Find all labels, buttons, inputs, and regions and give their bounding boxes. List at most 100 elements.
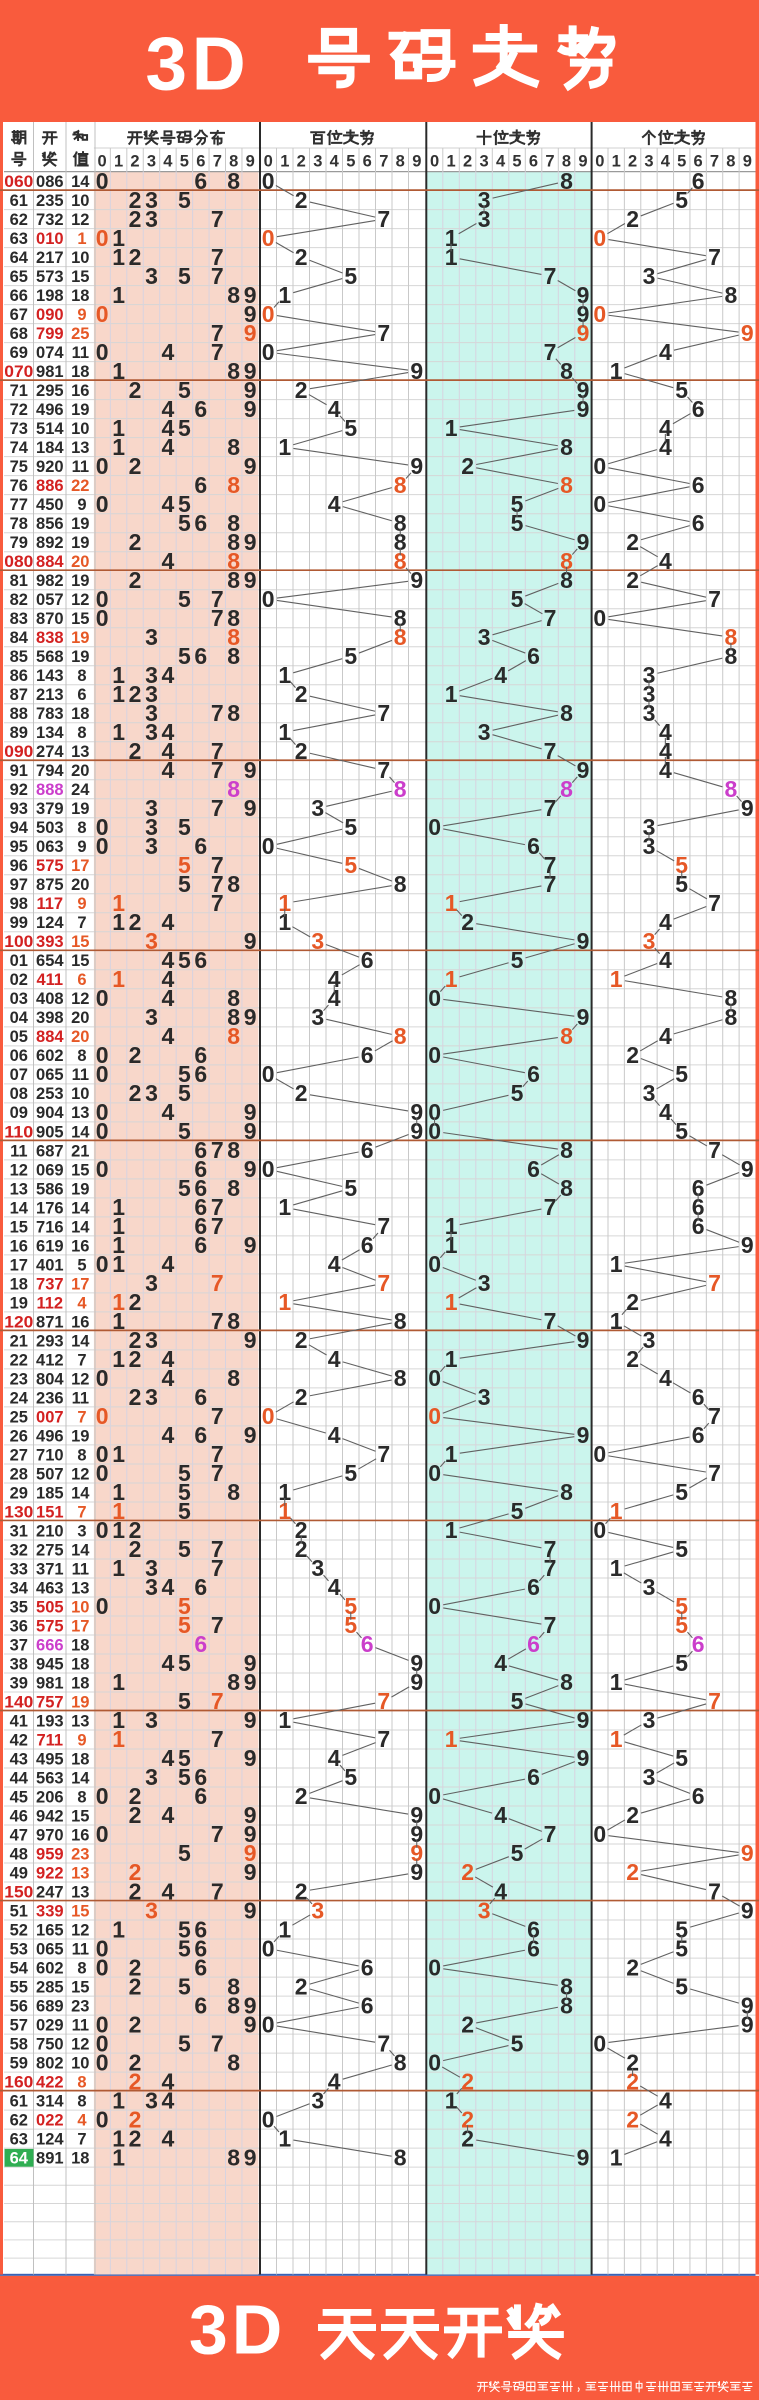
svg-text:217: 217 (36, 249, 64, 267)
svg-text:5: 5 (675, 1118, 688, 1144)
svg-text:19: 19 (71, 800, 89, 818)
svg-text:575: 575 (36, 1617, 64, 1635)
svg-text:03: 03 (10, 990, 28, 1008)
svg-text:6: 6 (77, 971, 86, 989)
svg-text:1: 1 (445, 681, 458, 707)
svg-text:3: 3 (643, 662, 656, 688)
svg-text:2: 2 (626, 1954, 639, 1980)
svg-text:0: 0 (428, 1403, 441, 1429)
svg-text:922: 922 (36, 1864, 64, 1882)
svg-text:11: 11 (10, 1142, 27, 1160)
svg-text:2: 2 (295, 738, 308, 764)
svg-text:5: 5 (178, 1061, 191, 1087)
svg-text:2: 2 (295, 1327, 308, 1353)
svg-text:503: 503 (36, 819, 64, 837)
svg-text:1: 1 (445, 1441, 458, 1467)
svg-text:5: 5 (675, 1593, 688, 1619)
svg-text:4: 4 (162, 1099, 175, 1125)
svg-text:5: 5 (344, 1593, 357, 1619)
svg-text:0: 0 (96, 1251, 109, 1277)
svg-text:2: 2 (129, 1384, 142, 1410)
svg-text:393: 393 (36, 933, 64, 951)
svg-text:27: 27 (10, 1446, 28, 1464)
svg-text:080: 080 (4, 553, 33, 571)
svg-text:63: 63 (10, 230, 28, 248)
svg-text:62: 62 (10, 211, 28, 229)
svg-text:2: 2 (129, 1783, 142, 1809)
svg-text:0: 0 (595, 152, 604, 170)
svg-text:12: 12 (71, 591, 89, 609)
svg-text:5: 5 (178, 1175, 191, 1201)
svg-text:0: 0 (593, 1517, 606, 1543)
svg-text:15: 15 (10, 1218, 28, 1236)
svg-text:3: 3 (145, 795, 158, 821)
svg-text:870: 870 (36, 610, 64, 628)
svg-text:8: 8 (227, 643, 240, 669)
svg-text:4: 4 (659, 339, 672, 365)
svg-text:8: 8 (227, 548, 240, 574)
svg-text:16: 16 (71, 1826, 89, 1844)
svg-text:1: 1 (445, 1726, 458, 1752)
svg-text:95: 95 (10, 838, 28, 856)
svg-text:7: 7 (544, 263, 557, 289)
svg-text:76: 76 (10, 477, 28, 495)
svg-text:0: 0 (593, 225, 606, 251)
svg-text:379: 379 (36, 800, 64, 818)
svg-text:4: 4 (659, 2125, 672, 2151)
svg-text:7: 7 (544, 1821, 557, 1847)
svg-text:22: 22 (10, 1351, 28, 1369)
svg-text:9: 9 (246, 152, 255, 170)
svg-text:666: 666 (36, 1636, 64, 1654)
svg-text:0: 0 (593, 605, 606, 631)
svg-text:5: 5 (511, 510, 524, 536)
svg-text:6: 6 (527, 1574, 540, 1600)
svg-text:4: 4 (162, 662, 175, 688)
svg-text:0: 0 (96, 586, 109, 612)
svg-text:4: 4 (330, 152, 340, 170)
svg-text:2: 2 (626, 2106, 639, 2132)
svg-text:24: 24 (10, 1389, 29, 1407)
svg-text:9: 9 (244, 1859, 257, 1885)
svg-text:9: 9 (741, 320, 754, 346)
svg-text:79: 79 (10, 534, 28, 552)
svg-text:1: 1 (610, 1251, 623, 1277)
svg-text:4: 4 (328, 966, 341, 992)
svg-text:4: 4 (328, 1346, 341, 1372)
svg-text:7: 7 (377, 206, 390, 232)
svg-text:9: 9 (577, 757, 590, 783)
svg-text:3: 3 (145, 833, 158, 859)
svg-text:3: 3 (145, 187, 158, 213)
svg-text:1: 1 (112, 2087, 125, 2113)
svg-text:5: 5 (675, 187, 688, 213)
svg-text:16: 16 (71, 1237, 89, 1255)
svg-text:9: 9 (578, 152, 587, 170)
svg-text:411: 411 (36, 971, 63, 989)
svg-text:14: 14 (71, 1541, 90, 1559)
svg-text:9: 9 (410, 1821, 423, 1847)
svg-text:7: 7 (544, 1536, 557, 1562)
svg-text:0: 0 (96, 2011, 109, 2037)
svg-text:1: 1 (112, 1194, 125, 1220)
svg-text:45: 45 (10, 1788, 28, 1806)
svg-text:2: 2 (626, 529, 639, 555)
svg-text:78: 78 (10, 515, 28, 533)
svg-text:2: 2 (295, 1536, 308, 1562)
svg-text:2: 2 (129, 377, 142, 403)
svg-text:5: 5 (178, 1650, 191, 1676)
svg-text:3: 3 (643, 681, 656, 707)
svg-text:49: 49 (10, 1864, 28, 1882)
svg-text:1: 1 (445, 1213, 458, 1239)
svg-text:5: 5 (512, 152, 521, 170)
svg-text:0: 0 (98, 152, 107, 170)
svg-text:1: 1 (447, 152, 456, 170)
svg-text:3: 3 (311, 1004, 324, 1030)
svg-text:6: 6 (363, 152, 372, 170)
svg-text:9: 9 (244, 795, 257, 821)
svg-text:4: 4 (328, 1574, 341, 1600)
svg-text:11: 11 (72, 1389, 89, 1407)
svg-text:5: 5 (344, 814, 357, 840)
svg-text:3: 3 (478, 1897, 491, 1923)
svg-text:73: 73 (10, 420, 28, 438)
svg-text:8: 8 (227, 871, 240, 897)
svg-text:5: 5 (178, 1745, 191, 1771)
